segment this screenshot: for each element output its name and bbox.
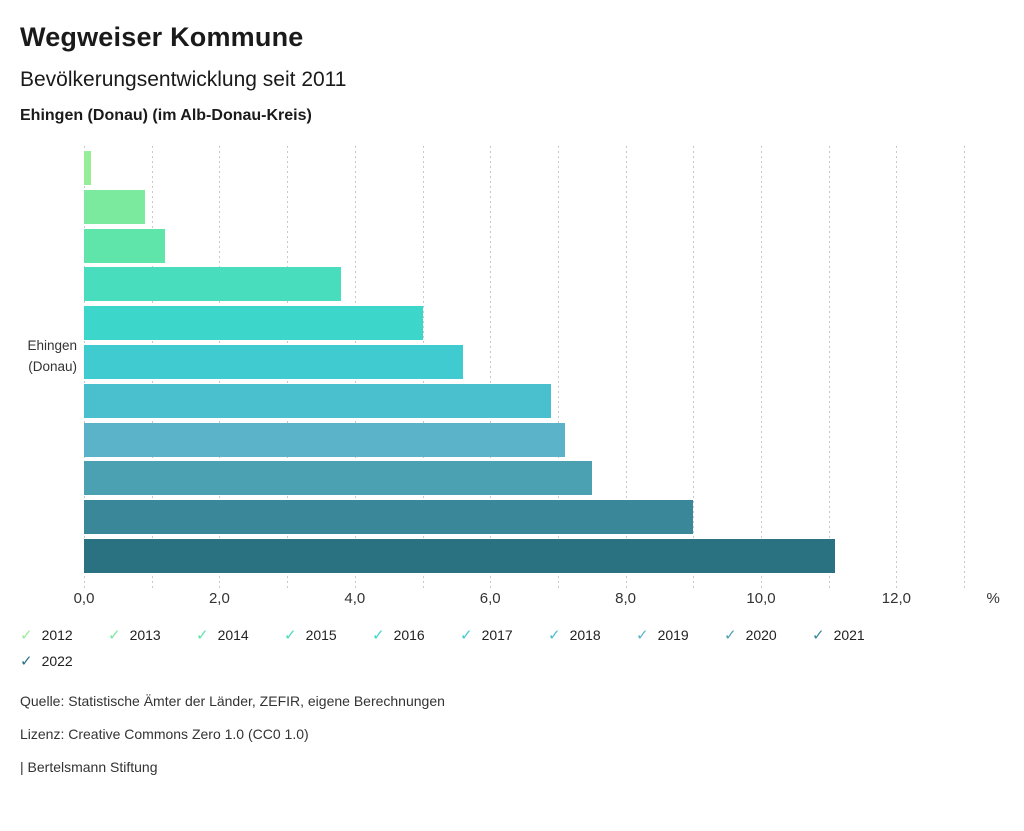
checkmark-icon: ✓ (636, 626, 649, 644)
legend-item-2015[interactable]: ✓ 2015 (284, 627, 372, 643)
chart-footer: Quelle: Statistische Ämter der Länder, Z… (20, 693, 1024, 775)
bar-2020[interactable] (84, 461, 592, 496)
legend-year-label: 2013 (129, 627, 161, 643)
bar-2019[interactable] (84, 422, 565, 457)
legend-item-2018[interactable]: ✓ 2018 (548, 627, 636, 643)
gridline (625, 146, 627, 590)
checkmark-icon: ✓ (284, 626, 297, 644)
x-axis-tick-label: 10,0 (746, 590, 776, 607)
x-axis-tick-label: 0,0 (73, 590, 95, 607)
x-axis-tick-label: 12,0 (881, 590, 911, 607)
x-axis-tick-label: 4,0 (344, 590, 366, 607)
checkmark-icon: ✓ (196, 626, 209, 644)
bar-2018[interactable] (84, 383, 552, 418)
legend-year-label: 2019 (657, 627, 689, 643)
legend-item-2021[interactable]: ✓ 2021 (812, 627, 900, 643)
legend-item-2012[interactable]: ✓ 2012 (20, 627, 108, 643)
checkmark-icon: ✓ (372, 626, 385, 644)
chart-title: Bevölkerungsentwicklung seit 2011 (20, 68, 347, 91)
y-axis-category-label: Ehingen (Donau) (0, 335, 77, 377)
checkmark-icon: ✓ (812, 626, 825, 644)
x-axis-tick-label: 8,0 (615, 590, 637, 607)
source-text: Quelle: Statistische Ämter der Länder, Z… (20, 693, 445, 709)
attribution-text: | Bertelsmann Stiftung (20, 759, 158, 775)
chart-header: Wegweiser Kommune Bevölkerungsentwicklun… (0, 0, 1024, 125)
legend-year-label: 2012 (41, 627, 73, 643)
checkmark-icon: ✓ (20, 652, 33, 670)
bar-chart: Ehingen (Donau) 0,0 2,0 4,0 6,0 8,0 10,0 12,0% (0, 131, 1024, 613)
gridline (693, 146, 695, 590)
legend-year-label: 2018 (569, 627, 601, 643)
gridline (828, 146, 830, 590)
checkmark-icon: ✓ (724, 626, 737, 644)
gridline (761, 146, 762, 590)
bar-2015[interactable] (84, 267, 342, 302)
y-axis-category-line: Ehingen (27, 338, 77, 353)
checkmark-icon: ✓ (108, 626, 121, 644)
x-axis-unit-label: % (986, 590, 1000, 607)
checkmark-icon: ✓ (460, 626, 473, 644)
chart-location-label: Ehingen (Donau) (im Alb-Donau-Kreis) (20, 107, 312, 124)
bar-2022[interactable] (84, 539, 836, 573)
legend-year-label: 2020 (745, 627, 777, 643)
legend-year-label: 2021 (833, 627, 865, 643)
bar-2017[interactable] (84, 345, 464, 379)
x-axis-tick-label: 2,0 (208, 590, 230, 607)
legend-item-2017[interactable]: ✓ 2017 (460, 627, 548, 643)
legend-item-2019[interactable]: ✓ 2019 (636, 627, 724, 643)
gridline (557, 146, 559, 590)
checkmark-icon: ✓ (20, 626, 33, 644)
legend-year-label: 2017 (481, 627, 513, 643)
page-title: Wegweiser Kommune (20, 22, 304, 52)
legend-year-label: 2022 (41, 653, 73, 669)
legend-year-label: 2014 (217, 627, 249, 643)
legend-year-label: 2015 (305, 627, 337, 643)
y-axis-category-line: (Donau) (28, 359, 77, 374)
legend-year-label: 2016 (393, 627, 425, 643)
gridline (964, 146, 966, 590)
bar-2016[interactable] (84, 306, 423, 341)
legend-item-2014[interactable]: ✓ 2014 (196, 627, 284, 643)
gridline (490, 146, 492, 590)
legend-item-2022[interactable]: ✓ 2022 (20, 653, 108, 669)
legend-item-2016[interactable]: ✓ 2016 (372, 627, 460, 643)
license-text: Lizenz: Creative Commons Zero 1.0 (CC0 1… (20, 726, 309, 742)
bar-2014[interactable] (84, 228, 166, 263)
bar-2021[interactable] (84, 500, 694, 535)
bar-2013[interactable] (84, 189, 145, 224)
gridline (896, 146, 898, 590)
chart-legend: ✓ 2012 ✓ 2013 ✓ 2014 ✓ 2015 ✓ 2016 ✓ 2017 ✓ 2018 ✓ 2019… (20, 627, 920, 669)
checkmark-icon: ✓ (548, 626, 561, 644)
legend-item-2013[interactable]: ✓ 2013 (108, 627, 196, 643)
legend-item-2020[interactable]: ✓ 2020 (724, 627, 812, 643)
x-axis-tick-label: 6,0 (479, 590, 501, 607)
bar-2012[interactable] (84, 151, 91, 185)
